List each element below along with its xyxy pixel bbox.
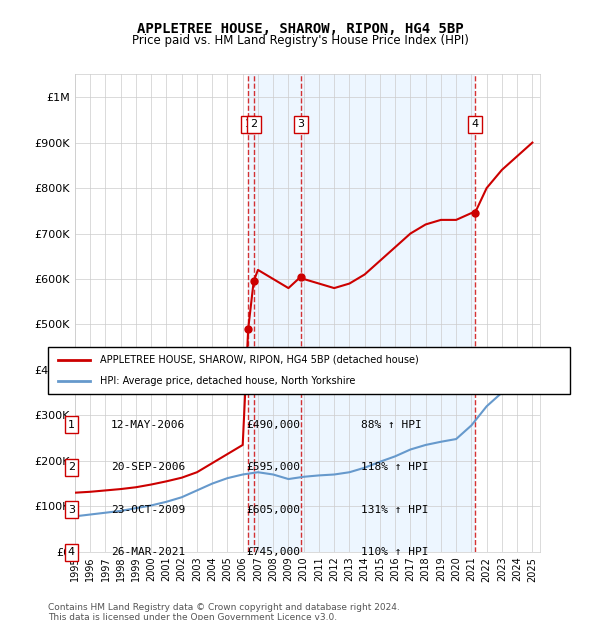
Text: £745,000: £745,000 <box>247 547 301 557</box>
Text: HPI: Average price, detached house, North Yorkshire: HPI: Average price, detached house, Nort… <box>100 376 356 386</box>
FancyBboxPatch shape <box>48 347 570 394</box>
Text: 1: 1 <box>245 120 251 130</box>
Text: 4: 4 <box>68 547 75 557</box>
Text: This data is licensed under the Open Government Licence v3.0.: This data is licensed under the Open Gov… <box>48 613 337 620</box>
Text: £490,000: £490,000 <box>247 420 301 430</box>
Text: Price paid vs. HM Land Registry's House Price Index (HPI): Price paid vs. HM Land Registry's House … <box>131 34 469 47</box>
Text: 2: 2 <box>250 120 257 130</box>
Text: APPLETREE HOUSE, SHAROW, RIPON, HG4 5BP (detached house): APPLETREE HOUSE, SHAROW, RIPON, HG4 5BP … <box>100 355 419 365</box>
Text: 12-MAY-2006: 12-MAY-2006 <box>110 420 185 430</box>
Text: 3: 3 <box>68 505 75 515</box>
Text: 20-SEP-2006: 20-SEP-2006 <box>110 462 185 472</box>
Text: Contains HM Land Registry data © Crown copyright and database right 2024.: Contains HM Land Registry data © Crown c… <box>48 603 400 612</box>
Text: 88% ↑ HPI: 88% ↑ HPI <box>361 420 422 430</box>
Text: APPLETREE HOUSE, SHAROW, RIPON, HG4 5BP: APPLETREE HOUSE, SHAROW, RIPON, HG4 5BP <box>137 22 463 36</box>
Bar <box>248 74 475 552</box>
Text: 23-OCT-2009: 23-OCT-2009 <box>110 505 185 515</box>
Text: 2: 2 <box>68 462 75 472</box>
Text: 3: 3 <box>297 120 304 130</box>
Text: £595,000: £595,000 <box>247 462 301 472</box>
Text: 1: 1 <box>68 420 75 430</box>
Text: 26-MAR-2021: 26-MAR-2021 <box>110 547 185 557</box>
Text: 110% ↑ HPI: 110% ↑ HPI <box>361 547 428 557</box>
Text: 4: 4 <box>472 120 478 130</box>
Text: 131% ↑ HPI: 131% ↑ HPI <box>361 505 428 515</box>
Text: 118% ↑ HPI: 118% ↑ HPI <box>361 462 428 472</box>
Text: £605,000: £605,000 <box>247 505 301 515</box>
